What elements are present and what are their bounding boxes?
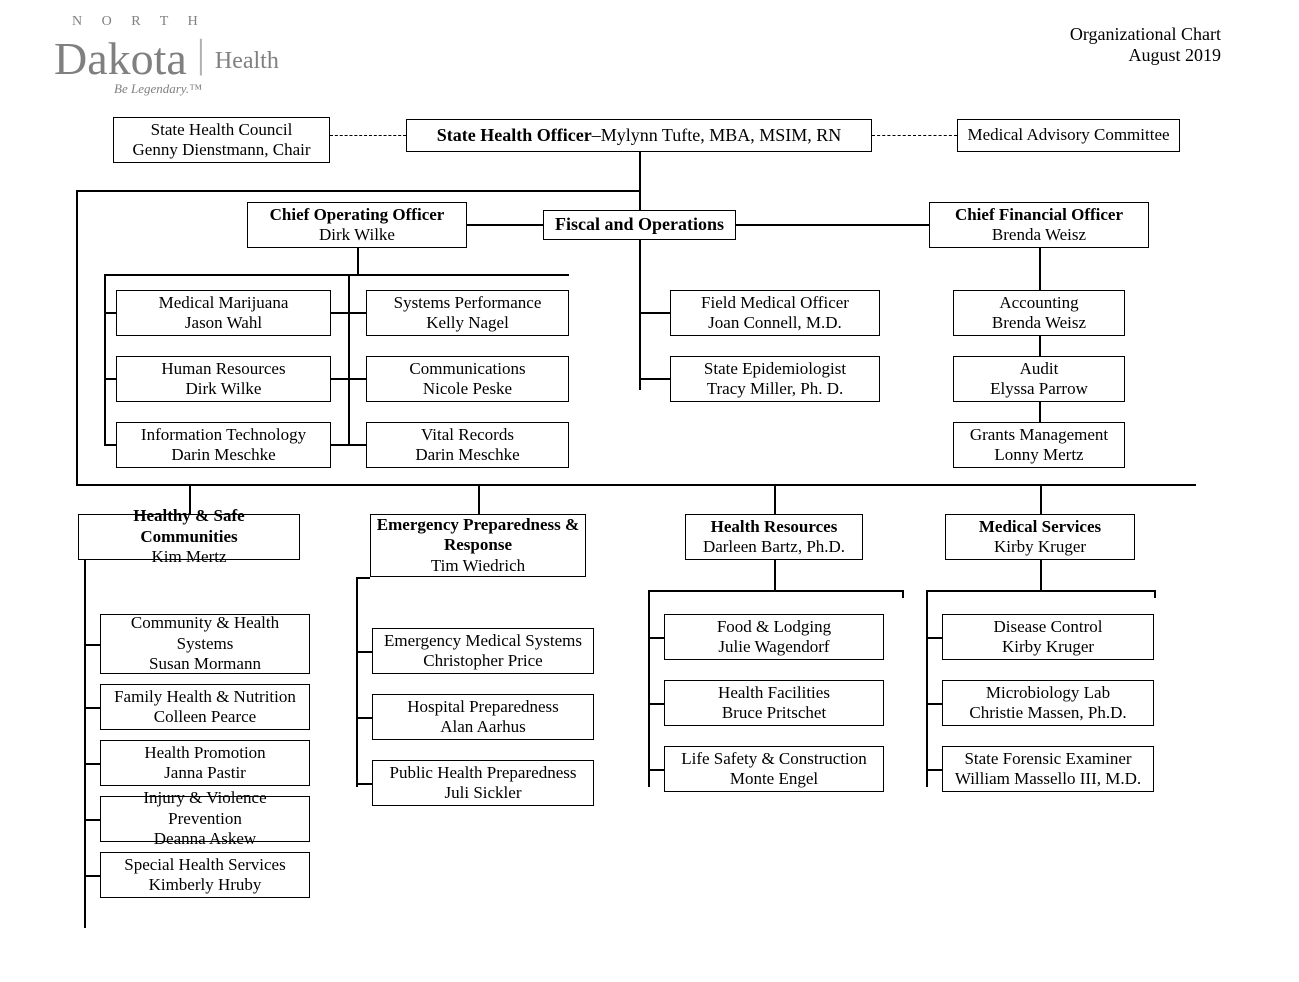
box-forensic: State Forensic ExaminerWilliam Massello … [942, 746, 1154, 792]
box-sys-perf: Systems PerformanceKelly Nagel [366, 290, 569, 336]
box-audit: AuditElyssa Parrow [953, 356, 1125, 402]
box-sec-medsvc: Medical ServicesKirby Kruger [945, 514, 1135, 560]
logo-dakota: Dakota [54, 38, 187, 79]
box-cfo: Chief Financial Officer Brenda Weisz [929, 202, 1149, 248]
logo-health: Health [215, 48, 279, 75]
box-sec-healthres: Health ResourcesDarleen Bartz, Ph.D. [685, 514, 863, 560]
shc-l1: State Health Council [151, 120, 293, 140]
box-fhn: Family Health & NutritionColleen Pearce [100, 684, 310, 730]
box-lifesafety: Life Safety & ConstructionMonte Engel [664, 746, 884, 792]
box-disease: Disease ControlKirby Kruger [942, 614, 1154, 660]
box-hr: Human ResourcesDirk Wilke [116, 356, 331, 402]
cfo-name: Brenda Weisz [992, 225, 1086, 245]
box-state-health-council: State Health Council Genny Dienstmann, C… [113, 117, 330, 163]
box-vital: Vital RecordsDarin Meschke [366, 422, 569, 468]
box-field-med: Field Medical OfficerJoan Connell, M.D. [670, 290, 880, 336]
box-ems: Emergency Medical SystemsChristopher Pri… [372, 628, 594, 674]
box-chs: Community & Health SystemsSusan Mormann [100, 614, 310, 674]
box-ivp: Injury & Violence PreventionDeanna Askew [100, 796, 310, 842]
box-medical-advisory: Medical Advisory Committee [957, 119, 1180, 152]
logo: N O R T H Dakota | Health Be Legendary.™ [54, 14, 279, 97]
org-chart-page: Organizational Chart August 2019 N O R T… [0, 0, 1299, 982]
box-fiscal: Fiscal and Operations [543, 210, 736, 240]
box-accounting: AccountingBrenda Weisz [953, 290, 1125, 336]
dash-right [872, 135, 957, 136]
box-it: Information TechnologyDarin Meschke [116, 422, 331, 468]
box-grants: Grants ManagementLonny Mertz [953, 422, 1125, 468]
sho-name: –Mylynn Tufte, MBA, MSIM, RN [592, 125, 842, 147]
box-sec-emergency: Emergency Preparedness & ResponseTim Wie… [370, 514, 586, 577]
box-food: Food & LodgingJulie Wagendorf [664, 614, 884, 660]
page-header: Organizational Chart August 2019 [1070, 24, 1221, 66]
box-comms: CommunicationsNicole Peske [366, 356, 569, 402]
mac-l1: Medical Advisory Committee [967, 125, 1169, 145]
box-coo: Chief Operating Officer Dirk Wilke [247, 202, 467, 248]
box-sec-healthy: Healthy & Safe CommunitiesKim Mertz [78, 514, 300, 560]
box-healthfac: Health FacilitiesBruce Pritschet [664, 680, 884, 726]
box-state-epi: State EpidemiologistTracy Miller, Ph. D. [670, 356, 880, 402]
shc-l2: Genny Dienstmann, Chair [133, 140, 311, 160]
box-hp: Health PromotionJanna Pastir [100, 740, 310, 786]
dash-left [330, 135, 406, 136]
fiscal-title: Fiscal and Operations [555, 214, 724, 236]
box-state-health-officer: State Health Officer –Mylynn Tufte, MBA,… [406, 119, 872, 152]
logo-north: N O R T H [72, 14, 279, 30]
box-phprep: Public Health PreparednessJuli Sickler [372, 760, 594, 806]
cfo-title: Chief Financial Officer [955, 205, 1123, 225]
box-micro: Microbiology LabChristie Massen, Ph.D. [942, 680, 1154, 726]
logo-tagline: Be Legendary.™ [114, 81, 279, 97]
box-med-marijuana: Medical MarijuanaJason Wahl [116, 290, 331, 336]
coo-title: Chief Operating Officer [270, 205, 445, 225]
sho-title: State Health Officer [437, 125, 592, 147]
box-shs: Special Health ServicesKimberly Hruby [100, 852, 310, 898]
header-title: Organizational Chart [1070, 24, 1221, 45]
header-date: August 2019 [1070, 45, 1221, 66]
box-hospprep: Hospital PreparednessAlan Aarhus [372, 694, 594, 740]
coo-name: Dirk Wilke [319, 225, 395, 245]
